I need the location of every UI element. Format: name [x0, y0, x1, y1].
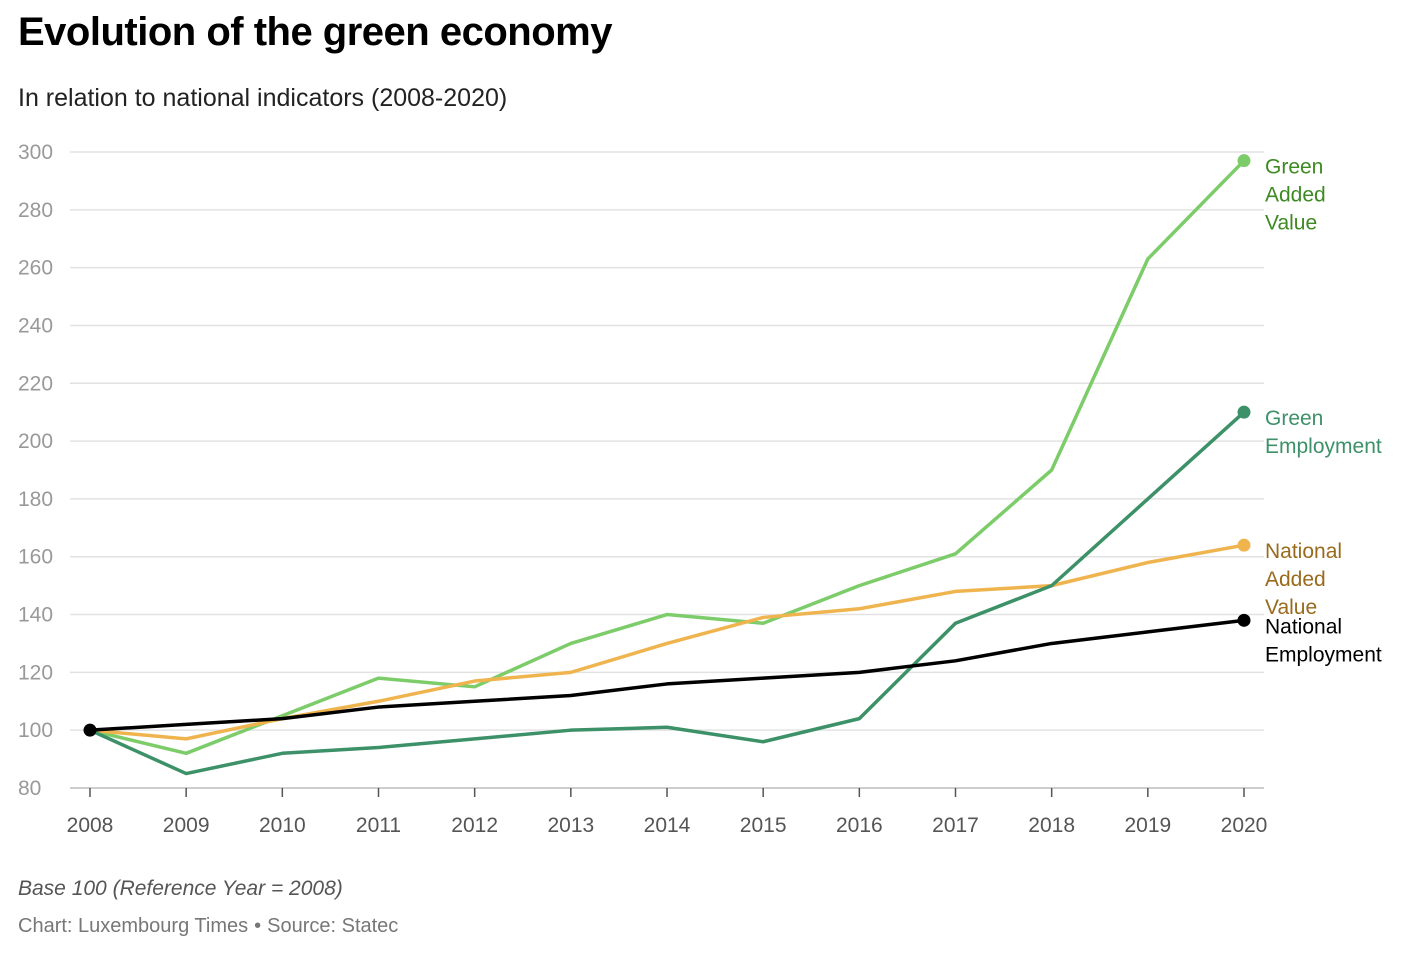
x-axis: 2008 2009 2010 2011 2012 2013 2014 2015 2016 2017… [67, 787, 1268, 837]
x-tick-label: 2020 [1221, 814, 1268, 837]
y-tick-label: 280 [18, 199, 53, 222]
chart-subtitle: In relation to national indicators (2008… [18, 84, 508, 112]
series-label-1: National Added Value [1265, 540, 1342, 619]
series-label-0: Green Added Value [1265, 156, 1326, 235]
series-end-point-0 [1237, 154, 1251, 168]
x-tick-label: 2014 [644, 814, 691, 837]
grid-lines [70, 151, 1264, 731]
y-tick-label: 220 [18, 372, 53, 395]
credit-source: Source: Statec [267, 915, 399, 937]
x-tick-label: 2018 [1028, 814, 1075, 837]
y-tick-label: 100 [18, 719, 53, 742]
series-line-2 [88, 410, 1246, 776]
x-tick-label: 2017 [932, 814, 979, 837]
series-label-2: Green Employment [1265, 407, 1382, 458]
series-label-line: Added [1265, 184, 1326, 207]
y-tick-label: 140 [18, 604, 53, 627]
series-label-line: Added [1265, 568, 1326, 591]
base-note: Base 100 (Reference Year = 2008) [18, 877, 343, 900]
series-label-line: National [1265, 615, 1342, 638]
chart-credit: Chart: Luxembourg Times • Source: Statec [18, 915, 398, 938]
y-tick-label: 160 [18, 546, 53, 569]
credit-chart: Chart: Luxembourg Times [18, 915, 249, 937]
x-tick-label: 2016 [836, 814, 883, 837]
x-tick-label: 2012 [451, 814, 498, 837]
series-line-3 [88, 618, 1246, 732]
series-label-line: Value [1265, 212, 1317, 235]
y-tick-label: 120 [18, 661, 53, 684]
series-label-line: National [1265, 540, 1342, 563]
y-tick-label: 240 [18, 314, 53, 337]
x-tick-label: 2009 [163, 814, 210, 837]
series-line-0 [88, 158, 1246, 756]
series-label-line: Green [1265, 156, 1323, 179]
x-tick-label: 2011 [356, 814, 401, 837]
series-lines [88, 158, 1246, 776]
y-tick-label: 80 [18, 777, 41, 800]
y-tick-label: 180 [18, 488, 53, 511]
x-tick-label: 2010 [259, 814, 306, 837]
y-tick-label: 200 [18, 430, 53, 453]
series-label-line: Employment [1265, 643, 1382, 666]
x-tick-label: 2008 [67, 814, 114, 837]
series-label-3: National Employment [1265, 615, 1382, 666]
y-tick-label: 260 [18, 257, 53, 280]
series-end-point-1 [1237, 538, 1251, 552]
x-tick-label: 2013 [547, 814, 594, 837]
series-start-point [83, 723, 97, 737]
series-end-point-2 [1237, 405, 1251, 419]
y-tick-label: 300 [18, 141, 53, 164]
x-tick-label: 2015 [740, 814, 787, 837]
series-endpoints [83, 154, 1251, 737]
series-label-line: Value [1265, 596, 1317, 619]
series-label-line: Employment [1265, 435, 1382, 458]
y-axis: 80 100 120 140 160 180 200 220 240 260 280 300 [18, 141, 53, 800]
credit-separator: • [254, 915, 262, 937]
series-label-line: Green [1265, 407, 1323, 430]
x-tick-label: 2019 [1124, 814, 1171, 837]
series-end-point-3 [1237, 613, 1251, 627]
chart-title: Evolution of the green economy [18, 10, 612, 54]
